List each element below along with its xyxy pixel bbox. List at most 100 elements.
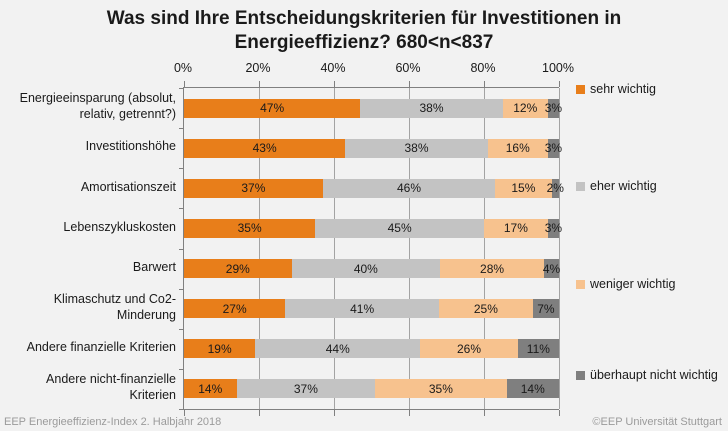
bar-segment: 17%	[484, 218, 548, 238]
legend-item: überhaupt nicht wichtig	[576, 368, 718, 382]
category-label: Andere finanzielle Kriterien	[26, 340, 176, 354]
bar-segment: 35%	[184, 218, 316, 238]
category-label: Investitionshöhe	[85, 139, 176, 154]
bar-value-label: 25%	[473, 301, 498, 316]
bar-segment: 27%	[184, 299, 286, 319]
bar-segment: 37%	[236, 379, 376, 399]
category-label: Barwert	[132, 259, 176, 274]
stacked-bar: 14% 37% 35% 14%	[184, 379, 559, 399]
axis-tick	[559, 81, 560, 87]
bar-value-label: 11%	[526, 341, 550, 356]
bar-value-label: 38%	[419, 101, 444, 116]
axis-tick-label: 0%	[173, 61, 193, 75]
category-axis-tick	[179, 208, 184, 210]
bar-value-label: 3%	[544, 101, 563, 116]
bar-row: 43% 38% 16% 3%	[184, 128, 562, 168]
bar-segment: 16%	[487, 138, 548, 158]
bar-segment: 40%	[291, 259, 441, 279]
bar-segment: 3%	[545, 218, 562, 238]
bar-value-label: 7%	[537, 301, 555, 316]
category-axis-tick	[179, 248, 184, 250]
bar-segment: 26%	[420, 339, 518, 359]
axis-tick	[259, 410, 260, 416]
axis-tick-label: 100%	[542, 61, 574, 75]
bar-segment: 41%	[285, 299, 439, 319]
gridline	[559, 88, 560, 409]
axis-tick-label: 60%	[395, 61, 421, 75]
chart-title-line1: Was sind Ihre Entscheidungskriterien für…	[106, 8, 622, 29]
bar-value-label: 28%	[480, 261, 505, 276]
bar-value-label: 4%	[542, 261, 561, 276]
category-labels: Energieeinsparung (absolut, relativ, get…	[4, 87, 176, 408]
bar-row: 14% 37% 35% 14%	[184, 369, 559, 409]
bar-segment: 44%	[255, 339, 421, 359]
legend-label: eher wichtig	[590, 179, 657, 193]
bar-row: 35% 45% 17% 3%	[184, 208, 562, 248]
bar-value-label: 14%	[198, 381, 223, 396]
category-axis-tick	[179, 328, 184, 330]
bar-segment: 25%	[439, 299, 533, 319]
bar-segment: 14%	[506, 379, 559, 399]
bar-value-label: 43%	[252, 141, 277, 156]
bar-segment: 3%	[544, 98, 563, 118]
gridline	[484, 88, 485, 409]
bar-row: 27% 41% 25% 7%	[184, 289, 559, 329]
bar-segment: 38%	[360, 98, 503, 118]
bar-value-label: 16%	[505, 141, 530, 156]
legend-label: sehr wichtig	[590, 82, 656, 96]
legend-label: überhaupt nicht wichtig	[590, 368, 718, 382]
bar-value-label: 29%	[225, 261, 250, 276]
bar-value-label: 15%	[511, 181, 536, 196]
category-axis-tick	[179, 128, 184, 130]
bar-segment: 14%	[184, 379, 237, 399]
stacked-bar: 35% 45% 17% 3%	[184, 218, 562, 238]
bar-segment: 45%	[315, 218, 484, 238]
category-axis-tick	[179, 368, 184, 370]
category-label: Energieeinsparung (absolut, relativ, get…	[19, 91, 176, 122]
bar-value-label: 41%	[350, 301, 375, 316]
x-axis-tick-labels: 0% 20% 40% 60% 80% 100%	[174, 61, 574, 77]
bar-value-label: 35%	[428, 381, 453, 396]
chart-title: Was sind Ihre Entscheidungskriterien für…	[0, 7, 728, 55]
bar-rows: 47% 38% 12% 3% 43% 38% 16% 3% 37% 46% 15% 2% 35% 45% 1…	[184, 88, 564, 409]
bar-segment: 46%	[322, 178, 496, 198]
bar-segment: 19%	[184, 339, 256, 359]
bar-value-label: 17%	[503, 221, 528, 236]
axis-tick-label: 80%	[470, 61, 496, 75]
legend-item: sehr wichtig	[576, 82, 656, 96]
axis-tick	[184, 81, 185, 87]
bar-value-label: 47%	[260, 101, 285, 116]
axis-tick	[409, 410, 410, 416]
bar-value-label: 37%	[241, 181, 266, 196]
axis-tick	[334, 81, 335, 87]
category-axis-tick	[179, 409, 184, 410]
stacked-bar: 43% 38% 16% 3%	[184, 138, 562, 158]
axis-tick	[559, 410, 560, 416]
axis-tick-label: 20%	[245, 61, 271, 75]
legend-swatch-icon	[576, 370, 585, 380]
bar-segment: 7%	[532, 299, 559, 319]
bar-value-label: 27%	[222, 301, 247, 316]
bar-value-label: 14%	[520, 381, 545, 396]
category-axis-tick	[179, 168, 184, 170]
legend-item: weniger wichtig	[576, 277, 675, 291]
bar-row: 37% 46% 15% 2%	[184, 168, 564, 208]
bar-value-label: 40%	[353, 261, 378, 276]
category-label: Lebenszykluskosten	[63, 219, 176, 234]
bar-value-label: 37%	[293, 381, 318, 396]
legend-swatch-icon	[576, 181, 585, 191]
bar-value-label: 19%	[207, 341, 232, 356]
bar-segment: 3%	[545, 138, 562, 158]
bar-value-label: 46%	[396, 181, 422, 196]
footer-copyright-label: ©EEP Universität Stuttgart	[592, 416, 722, 428]
legend-swatch-icon	[576, 279, 585, 289]
bar-value-label: 2%	[546, 181, 564, 196]
bar-row: 47% 38% 12% 3%	[184, 88, 563, 128]
legend-swatch-icon	[576, 84, 585, 94]
bar-value-label: 26%	[456, 341, 482, 356]
bar-segment: 35%	[375, 379, 507, 399]
axis-tick	[409, 81, 410, 87]
bar-value-label: 12%	[513, 101, 538, 116]
category-label: Amortisationszeit	[80, 179, 176, 194]
chart-title-line2: Energieeffizienz? 680<n<837	[234, 31, 494, 53]
